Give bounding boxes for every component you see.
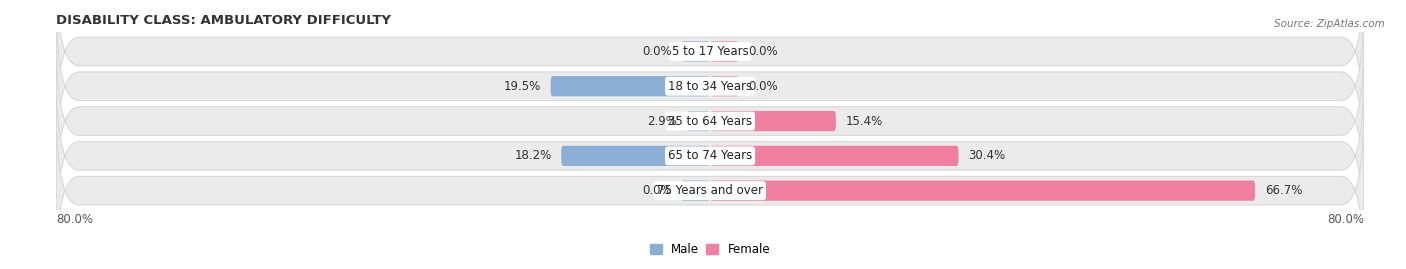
Text: 5 to 17 Years: 5 to 17 Years bbox=[672, 45, 748, 58]
FancyBboxPatch shape bbox=[56, 3, 1364, 169]
FancyBboxPatch shape bbox=[682, 41, 710, 62]
FancyBboxPatch shape bbox=[561, 146, 710, 166]
FancyBboxPatch shape bbox=[56, 73, 1364, 239]
FancyBboxPatch shape bbox=[56, 38, 1364, 204]
Text: 0.0%: 0.0% bbox=[643, 45, 672, 58]
FancyBboxPatch shape bbox=[56, 108, 1364, 269]
Text: 75 Years and over: 75 Years and over bbox=[657, 184, 763, 197]
FancyBboxPatch shape bbox=[710, 180, 1256, 201]
Text: 35 to 64 Years: 35 to 64 Years bbox=[668, 115, 752, 128]
Text: Source: ZipAtlas.com: Source: ZipAtlas.com bbox=[1274, 19, 1385, 29]
Text: 30.4%: 30.4% bbox=[969, 149, 1005, 162]
FancyBboxPatch shape bbox=[710, 41, 738, 62]
Text: 0.0%: 0.0% bbox=[748, 45, 778, 58]
Text: 18.2%: 18.2% bbox=[515, 149, 551, 162]
Text: 0.0%: 0.0% bbox=[748, 80, 778, 93]
FancyBboxPatch shape bbox=[551, 76, 710, 96]
Text: 2.9%: 2.9% bbox=[647, 115, 676, 128]
Text: 80.0%: 80.0% bbox=[56, 213, 93, 226]
FancyBboxPatch shape bbox=[710, 76, 738, 96]
FancyBboxPatch shape bbox=[56, 0, 1364, 134]
Text: 15.4%: 15.4% bbox=[845, 115, 883, 128]
FancyBboxPatch shape bbox=[710, 146, 959, 166]
Text: 65 to 74 Years: 65 to 74 Years bbox=[668, 149, 752, 162]
Text: 19.5%: 19.5% bbox=[503, 80, 541, 93]
Legend: Male, Female: Male, Female bbox=[645, 238, 775, 261]
Text: 18 to 34 Years: 18 to 34 Years bbox=[668, 80, 752, 93]
Text: 66.7%: 66.7% bbox=[1265, 184, 1302, 197]
Text: 80.0%: 80.0% bbox=[1327, 213, 1364, 226]
FancyBboxPatch shape bbox=[686, 111, 710, 131]
Text: DISABILITY CLASS: AMBULATORY DIFFICULTY: DISABILITY CLASS: AMBULATORY DIFFICULTY bbox=[56, 14, 391, 27]
FancyBboxPatch shape bbox=[682, 180, 710, 201]
Text: 0.0%: 0.0% bbox=[643, 184, 672, 197]
FancyBboxPatch shape bbox=[710, 111, 837, 131]
